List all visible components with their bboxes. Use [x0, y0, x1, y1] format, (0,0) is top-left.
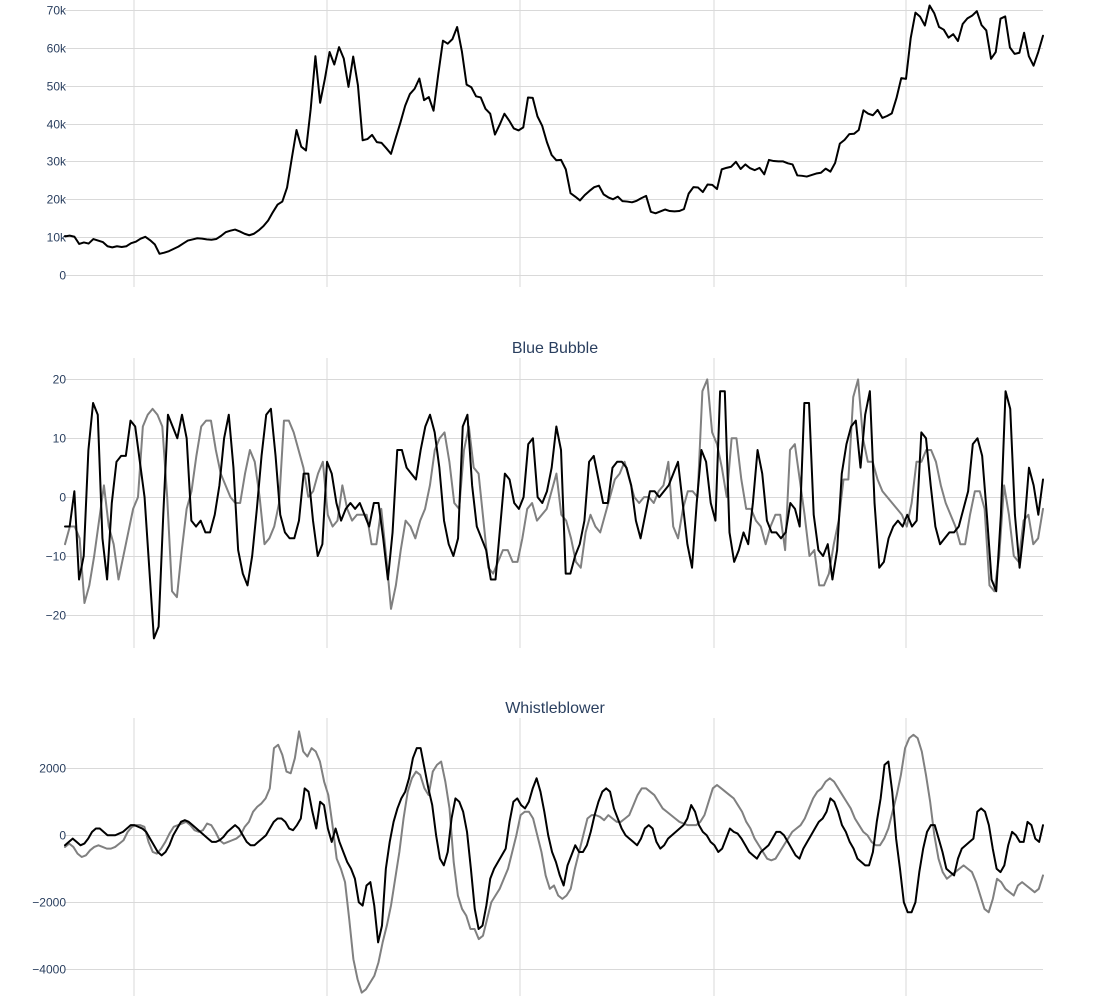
y-tick-label: 20: [53, 373, 67, 387]
series-line-1: [64, 747, 1044, 944]
y-tick-label: 0: [59, 829, 66, 843]
series-line-1: [64, 390, 1044, 640]
chart-panel-1: 0 10k 20k 30k 40k 50k 60k 70k: [47, 0, 1044, 287]
y-tick-label: 40k: [47, 118, 67, 132]
y-tick-label: 70k: [47, 4, 67, 18]
chart-title: Whistleblower: [505, 700, 605, 717]
series-line-2: [64, 730, 1044, 994]
series-line-2: [64, 378, 1044, 610]
chart-panel-3: −4000 −2000 0 2000 Whistleblower: [32, 700, 1044, 996]
y-tick-label: −10: [46, 550, 67, 564]
y-tick-label: 10k: [47, 231, 67, 245]
y-tick-label: −4000: [32, 963, 66, 977]
chart-title: Blue Bubble: [512, 340, 598, 357]
chart-panel-2: −20 −10 0 10 20 Blue Bubble: [46, 340, 1044, 648]
y-tick-label: 0: [59, 269, 66, 283]
y-tick-label: 2000: [39, 762, 66, 776]
y-tick-label: 30k: [47, 155, 67, 169]
series-line-1: [64, 4, 1044, 255]
y-tick-label: 20k: [47, 193, 67, 207]
y-tick-label: −2000: [32, 896, 66, 910]
y-tick-label: 60k: [47, 42, 67, 56]
y-tick-label: 50k: [47, 80, 67, 94]
y-tick-label: −20: [46, 609, 67, 623]
y-tick-label: 10: [53, 432, 67, 446]
y-tick-label: 0: [59, 491, 66, 505]
